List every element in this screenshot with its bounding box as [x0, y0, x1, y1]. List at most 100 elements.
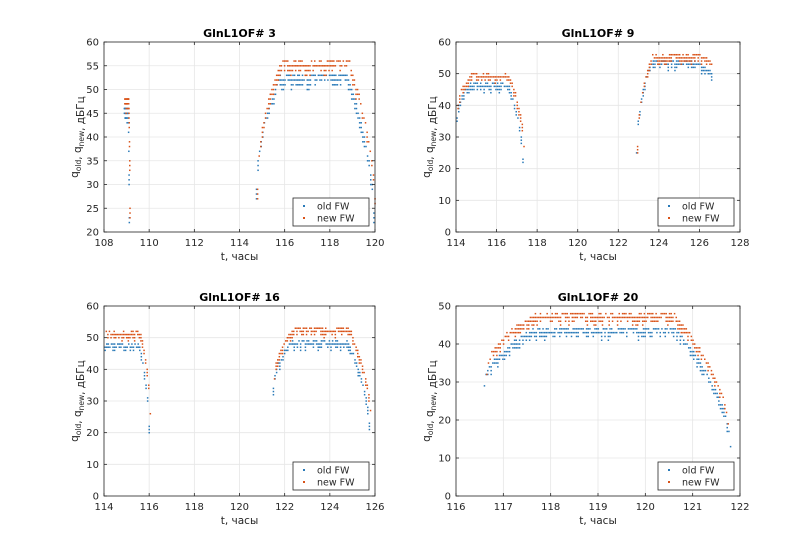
data-point — [675, 63, 678, 65]
data-point — [700, 57, 703, 59]
x-tick-label: 118 — [541, 502, 560, 513]
subplot-3: 114 116 118 120 122 124 1260102030405060GlnL1O… — [69, 291, 385, 527]
data-point — [330, 79, 332, 81]
data-point — [677, 63, 680, 65]
data-point — [363, 393, 366, 396]
data-point — [581, 312, 584, 315]
data-point — [329, 330, 332, 333]
data-point — [662, 312, 664, 315]
data-point — [673, 312, 676, 315]
data-point — [497, 76, 500, 78]
data-point — [657, 316, 659, 319]
data-point — [469, 88, 472, 91]
data-point — [141, 343, 144, 345]
data-point — [579, 312, 582, 315]
data-point — [323, 340, 326, 342]
data-point — [310, 327, 313, 329]
data-point — [141, 340, 144, 342]
data-point — [264, 112, 267, 115]
data-point — [586, 320, 589, 322]
data-point — [726, 423, 728, 425]
data-point — [464, 85, 466, 88]
data-point — [293, 60, 295, 62]
data-point — [699, 369, 702, 372]
data-point — [700, 358, 703, 360]
data-point — [657, 57, 659, 59]
data-point — [494, 347, 496, 349]
data-point — [692, 343, 694, 345]
data-point — [306, 84, 309, 86]
data-point — [496, 350, 498, 353]
data-point — [344, 343, 347, 345]
data-point — [592, 331, 595, 334]
data-point — [631, 320, 634, 322]
data-point — [642, 331, 645, 334]
data-point — [665, 316, 667, 319]
data-point — [541, 316, 543, 319]
data-point — [274, 93, 277, 96]
data-point — [368, 428, 371, 431]
data-point — [314, 74, 316, 77]
y-tick-label: 60 — [86, 302, 99, 313]
data-point — [289, 79, 291, 81]
data-point — [143, 349, 145, 352]
y-tick-label: 20 — [438, 416, 451, 427]
data-point — [317, 74, 320, 77]
data-point — [566, 312, 569, 315]
data-point — [290, 74, 292, 77]
data-point — [277, 74, 279, 77]
data-point — [615, 316, 617, 319]
data-point — [599, 331, 601, 334]
data-point — [325, 343, 327, 345]
data-point — [326, 60, 329, 62]
data-point — [538, 331, 541, 334]
data-point — [702, 69, 705, 72]
data-point — [668, 60, 671, 62]
data-point — [286, 340, 289, 342]
data-point — [572, 328, 574, 330]
data-point — [526, 324, 528, 326]
data-point — [312, 346, 315, 348]
data-point — [572, 331, 574, 334]
data-point — [293, 349, 295, 352]
data-point — [321, 327, 324, 329]
data-point — [643, 82, 646, 84]
legend-entry: new FW — [682, 478, 720, 489]
data-point — [301, 330, 303, 333]
data-point — [357, 371, 359, 374]
data-point — [650, 63, 652, 65]
data-point — [499, 76, 502, 78]
chart-title: GlnL1OF# 9 — [562, 27, 635, 40]
data-point — [505, 354, 507, 357]
data-point — [565, 331, 568, 334]
data-point — [689, 63, 691, 65]
data-point — [594, 331, 596, 334]
data-point — [274, 84, 276, 86]
data-point — [289, 333, 292, 336]
data-point — [336, 60, 338, 62]
data-point — [668, 316, 671, 319]
data-point — [547, 328, 549, 330]
data-point — [504, 72, 507, 75]
data-point — [498, 88, 501, 91]
data-point — [595, 320, 597, 322]
data-point — [352, 98, 355, 100]
data-point — [519, 120, 522, 122]
data-point — [556, 316, 558, 319]
data-point — [125, 107, 127, 110]
data-point — [554, 331, 556, 334]
data-point — [653, 57, 656, 59]
data-point — [672, 328, 675, 330]
data-point — [109, 346, 111, 348]
data-point — [255, 198, 258, 200]
data-point — [288, 333, 290, 336]
legend-marker — [303, 469, 305, 471]
data-point — [699, 366, 702, 368]
data-point — [680, 331, 683, 334]
data-point — [544, 316, 547, 319]
data-point — [494, 82, 497, 84]
data-point — [482, 76, 485, 78]
data-point — [146, 371, 148, 374]
y-tick-label: 20 — [438, 164, 451, 175]
